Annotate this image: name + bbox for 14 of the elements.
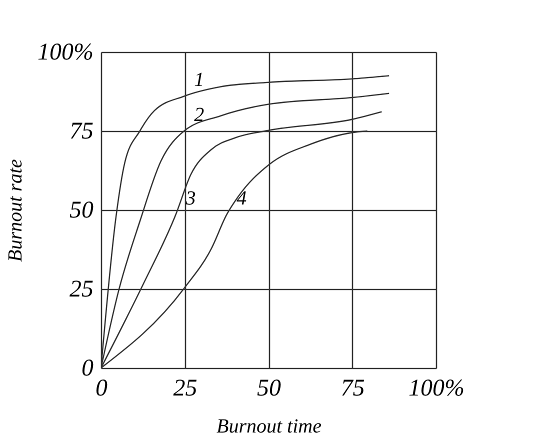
annotation: 1: [194, 69, 204, 92]
x-axis-title: Burnout time: [216, 416, 322, 438]
y-tick-label: 75: [70, 118, 94, 144]
annotation: 4: [236, 188, 247, 210]
x-tick-label: 50: [257, 376, 281, 402]
annotation: 2: [194, 104, 204, 126]
y-tick-label: 50: [70, 198, 94, 224]
y-tick-label: 25: [70, 276, 94, 302]
x-tick-label: 25: [173, 376, 198, 402]
x-tick-label: 100%: [408, 376, 464, 402]
x-tick-label: 75: [340, 376, 365, 402]
y-tick-label: 0: [82, 356, 94, 382]
y-tick-label: 100%: [38, 40, 94, 66]
y-axis-title: Burnout rate: [4, 158, 27, 262]
